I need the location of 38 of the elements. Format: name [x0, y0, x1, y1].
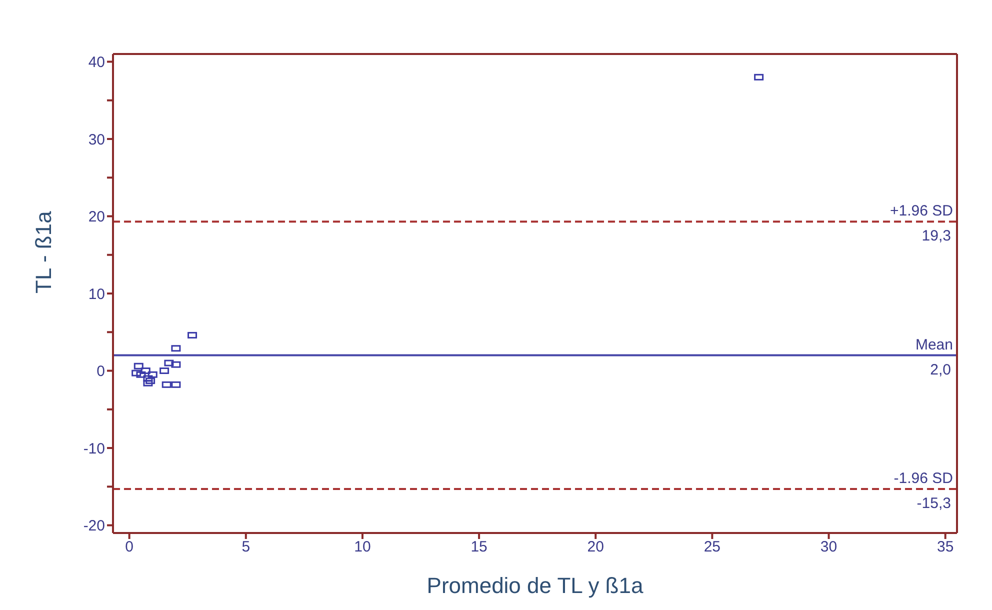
x-tick-label: 10: [354, 538, 371, 556]
y-tick-label: 20: [88, 208, 105, 226]
point: [171, 381, 181, 388]
y-tick-label: 30: [88, 131, 105, 148]
x-tick-label: 25: [704, 538, 721, 556]
point: [143, 380, 153, 386]
point: [132, 370, 142, 376]
y-tick-label: 40: [88, 54, 105, 72]
ref-line-label: +1.96 SD: [890, 202, 954, 220]
x-tick-label: 15: [470, 538, 488, 556]
point: [171, 345, 181, 352]
y-tick-label: 0: [96, 363, 105, 380]
point: [162, 381, 172, 388]
ref-line-label: -1.96 SD: [894, 470, 954, 487]
x-tick-label: 35: [937, 538, 954, 556]
y-axis-title: TL - ß1a: [30, 210, 56, 294]
annotation: 2,0: [930, 361, 951, 378]
point: [171, 361, 181, 368]
point: [160, 368, 170, 374]
point: [148, 371, 158, 378]
y-tick-label: -20: [83, 518, 105, 535]
point: [136, 371, 146, 378]
annotation: -15,3: [916, 494, 951, 512]
x-tick-label: 30: [820, 538, 838, 556]
x-tick-label: 5: [242, 538, 250, 556]
y-tick-label: -10: [83, 440, 105, 458]
x-axis-title: Promedio de TL y ß1a: [426, 573, 644, 598]
point: [754, 74, 764, 80]
point: [146, 378, 156, 384]
ref-line-label: Mean: [915, 336, 953, 354]
point: [188, 332, 198, 338]
annotation: 19,3: [922, 228, 951, 245]
y-tick-label: 10: [88, 286, 105, 303]
point: [164, 360, 174, 366]
x-tick-label: 20: [587, 538, 604, 556]
x-tick-label: 0: [125, 538, 134, 556]
point: [140, 368, 150, 374]
point: [134, 362, 144, 370]
